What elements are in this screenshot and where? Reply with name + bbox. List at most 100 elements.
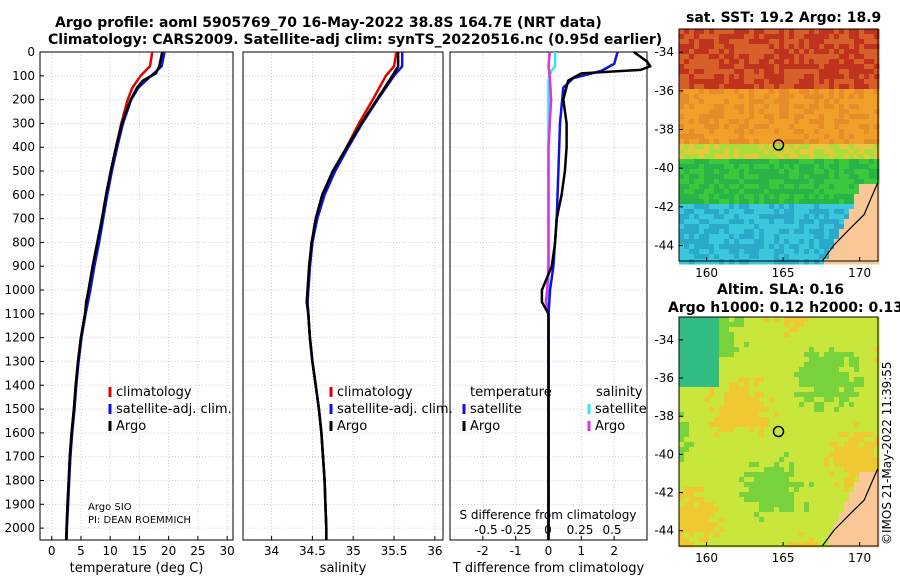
map-y-tick-label: -36 [654, 84, 674, 98]
series-line-satellite-adj [306, 52, 404, 540]
y-tick-label: 900 [12, 259, 35, 273]
x-tick-label: 1 [578, 544, 586, 558]
map-y-tick-label: -34 [654, 333, 674, 347]
x-tick-label: 35 [346, 544, 361, 558]
legend-left-title: temperature [470, 385, 552, 400]
x-tick-label-top: 0.25 [567, 523, 594, 537]
x-tick-label: 0 [545, 544, 553, 558]
x-axis-label: salinity [320, 561, 367, 576]
legend-diff-s-argo-label: Argo [595, 419, 625, 434]
x-tick-label-top: -0.25 [500, 523, 531, 537]
x-tick-label: 20 [161, 544, 176, 558]
y-tick-label: 1900 [4, 497, 35, 511]
map-y-tick-label: -44 [654, 524, 674, 538]
y-tick-label: 600 [12, 188, 35, 202]
map-x-tick-label: 160 [695, 266, 718, 280]
sla-map-title-line1: Altim. SLA: 0.16 [717, 282, 845, 298]
map-y-tick-label: -44 [654, 239, 674, 253]
map-y-tick-label: -40 [654, 161, 674, 175]
x-tick-label: 0 [48, 544, 56, 558]
x-tick-label: 10 [103, 544, 118, 558]
x-tick-label: -1 [510, 544, 522, 558]
sst-map-field [679, 29, 880, 265]
y-tick-label: 400 [12, 140, 35, 154]
x-tick-label-top: -0.5 [474, 523, 497, 537]
map-y-tick-label: -42 [654, 200, 674, 214]
y-tick-label: 500 [12, 164, 35, 178]
y-tick-label: 200 [12, 93, 35, 107]
series-line-t-argo [540, 50, 652, 540]
y-tick-label: 300 [12, 116, 35, 130]
series-line-climatology [306, 51, 398, 540]
series-line-argo [305, 52, 400, 540]
y-tick-label: 1000 [4, 283, 35, 297]
map-x-tick-label: 165 [772, 551, 795, 565]
y-tick-label: 2000 [4, 521, 35, 535]
series-line-t-satellite [547, 51, 619, 540]
y-tick-label: 0 [27, 45, 35, 59]
legend-right-title: salinity [596, 385, 643, 400]
legend-sal-2-label: Argo [337, 419, 367, 434]
sla-map-field [679, 317, 880, 548]
sla-map-title-line2: Argo h1000: 0.12 h2000: 0.13 [668, 300, 900, 316]
y-tick-label: 1100 [4, 307, 35, 321]
legend-temp-1-label: satellite-adj. clim. [116, 402, 232, 417]
legend-diff-t-argo-label: Argo [470, 419, 500, 434]
x-tick-label: 35.5 [381, 544, 408, 558]
axes-frame [39, 51, 234, 541]
y-tick-label: 800 [12, 235, 35, 249]
sla-coastline [821, 467, 879, 547]
y-tick-label: 1700 [4, 450, 35, 464]
map-y-tick-label: -34 [654, 45, 674, 59]
y-tick-label: 1400 [4, 378, 35, 392]
x-axis-label: T difference from climatology [452, 561, 645, 576]
map-y-tick-label: -42 [654, 486, 674, 500]
legend-sal-0-label: climatology [337, 385, 413, 400]
x-tick-label: 2 [610, 544, 618, 558]
y-tick-label: 100 [12, 69, 35, 83]
argo-position-marker [772, 425, 785, 438]
x-tick-label-top: 0.5 [602, 523, 621, 537]
y-tick-label: 1300 [4, 354, 35, 368]
x-tick-label: 36 [427, 544, 442, 558]
sst-map-title: sat. SST: 19.2 Argo: 18.9 [686, 10, 882, 26]
axes-frame [242, 51, 444, 541]
x-tick-label: 15 [132, 544, 147, 558]
sla-map-frame [678, 316, 879, 547]
map-y-tick-label: -40 [654, 447, 674, 461]
map-y-tick-label: -36 [654, 371, 674, 385]
x-axis-label-top: S difference from climatology [460, 508, 637, 522]
legend-sal-1-label: satellite-adj. clim. [337, 402, 453, 417]
map-x-tick-label: 165 [772, 266, 795, 280]
x-tick-label: 25 [190, 544, 205, 558]
map-x-tick-label: 160 [695, 551, 718, 565]
legend-temp-2-label: Argo [116, 419, 146, 434]
argo-note-line1: Argo SIO [88, 502, 132, 513]
x-tick-label-top: 0 [544, 523, 552, 537]
map-y-tick-label: -38 [654, 409, 674, 423]
argo-position-marker [772, 139, 785, 151]
series-line-argo [65, 51, 164, 541]
figure-title-line1: Argo profile: aoml 5905769_70 16-May-202… [55, 15, 602, 31]
legend-diff-t-sat-label: satellite [470, 402, 522, 417]
y-tick-label: 1200 [4, 331, 35, 345]
x-tick-label: 34 [264, 544, 279, 558]
y-tick-label: 1600 [4, 426, 35, 440]
map-x-tick-label: 170 [848, 551, 871, 565]
map-y-tick-label: -38 [654, 123, 674, 137]
y-tick-label: 1800 [4, 473, 35, 487]
x-axis-label: temperature (deg C) [70, 561, 204, 576]
sst-map-frame [678, 28, 879, 262]
map-x-tick-label: 170 [848, 266, 871, 280]
x-tick-label: 30 [220, 544, 235, 558]
y-tick-label: 700 [12, 212, 35, 226]
sst-coastline [821, 181, 879, 262]
legend-diff-s-sat-label: satellite [595, 402, 647, 417]
figure-title-line2: Climatology: CARS2009. Satellite-adj cli… [48, 32, 663, 48]
x-tick-label: -2 [477, 544, 489, 558]
x-tick-label: 34.5 [299, 544, 326, 558]
legend-temp-0-label: climatology [116, 385, 192, 400]
x-tick-label: 5 [77, 544, 85, 558]
y-tick-label: 1500 [4, 402, 35, 416]
